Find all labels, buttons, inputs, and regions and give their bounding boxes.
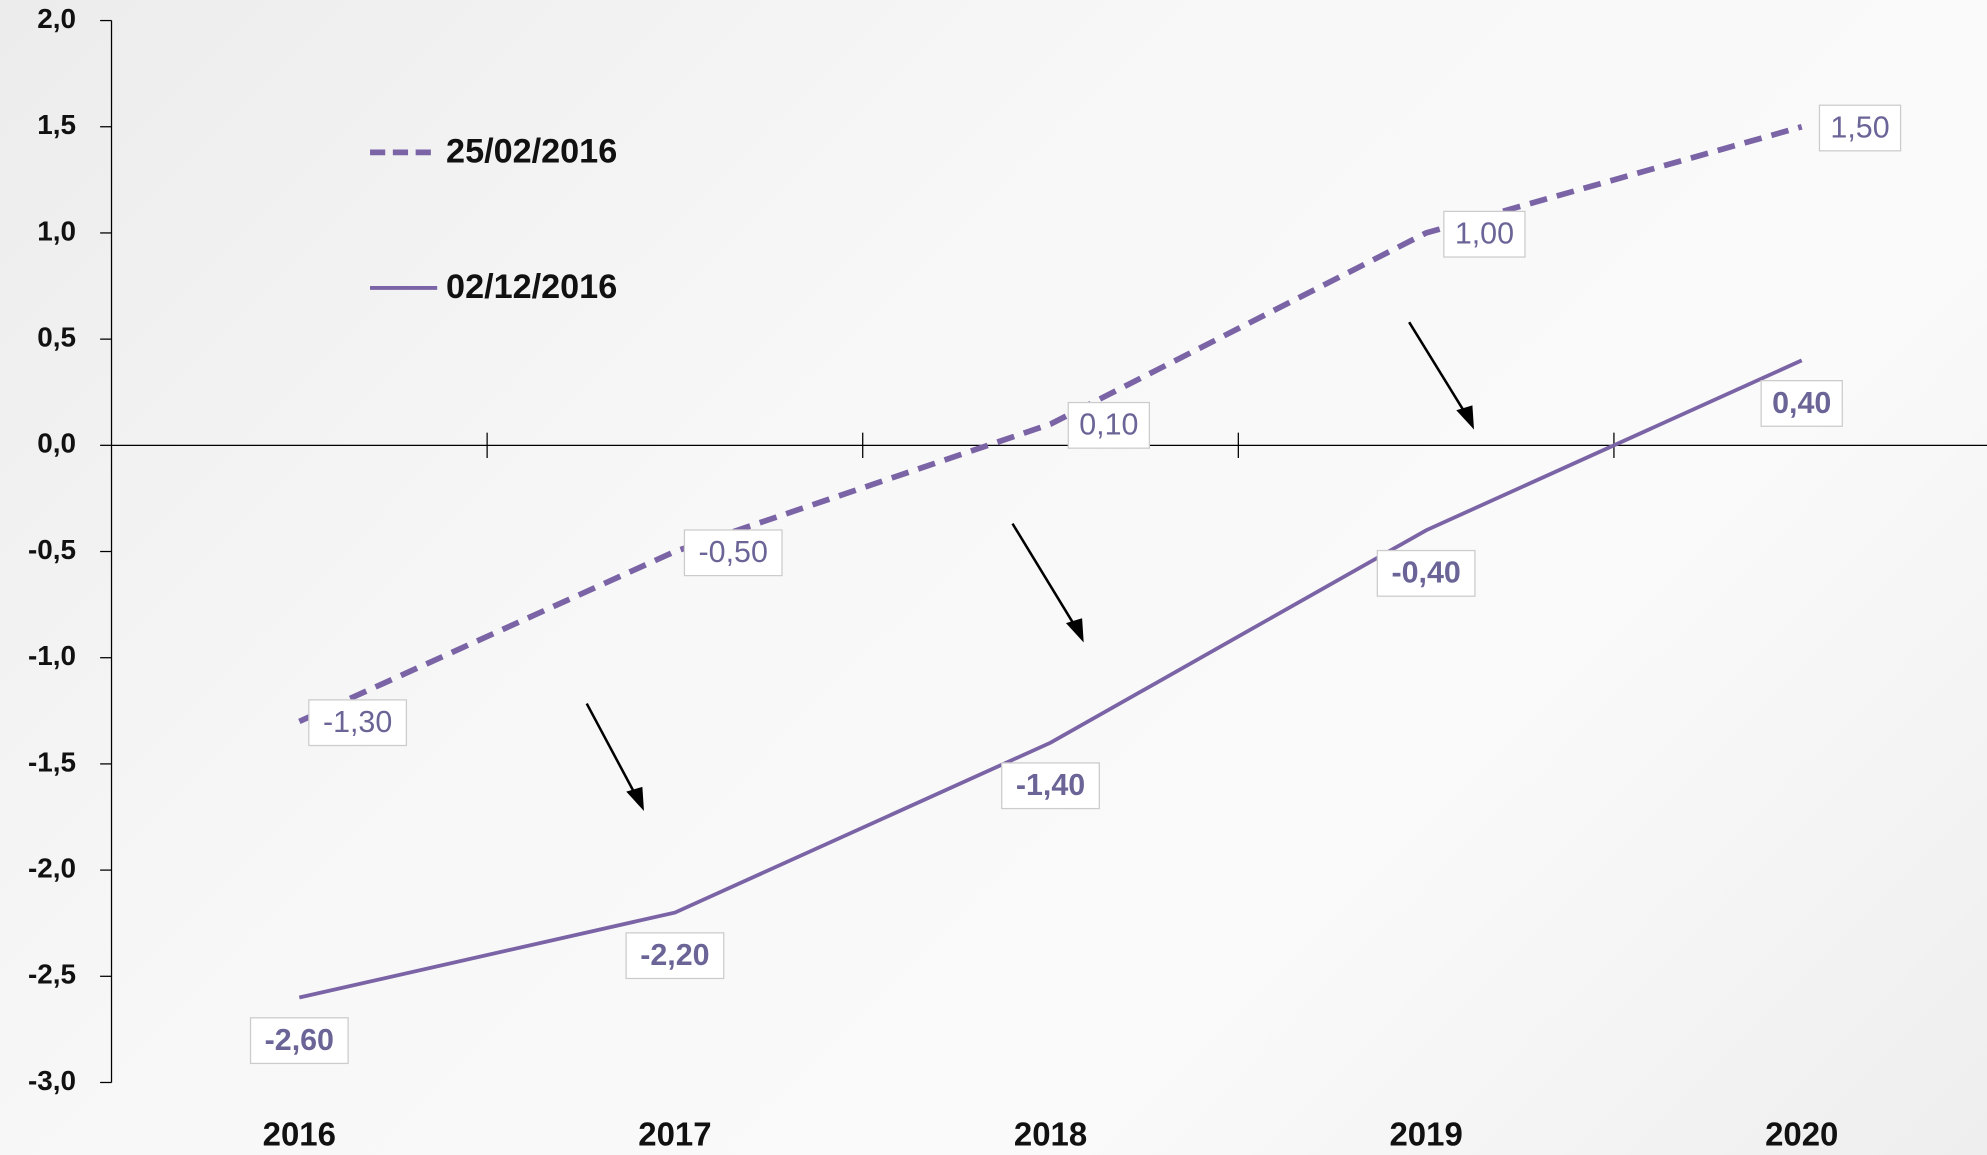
arrow xyxy=(585,702,638,797)
data-label-box xyxy=(683,529,783,577)
legend-label: 02/12/2016 xyxy=(446,268,617,306)
x-tick-label: 2016 xyxy=(263,1116,336,1153)
data-label: 0,40 xyxy=(1772,386,1831,420)
y-tick-label: 1,5 xyxy=(37,109,76,140)
series-line xyxy=(298,124,1803,725)
y-tick-label: -2,5 xyxy=(28,959,76,990)
y-tick-label: -0,5 xyxy=(28,534,76,565)
arrows xyxy=(585,321,1475,812)
y-tick-label: -2,0 xyxy=(28,852,76,883)
y-tick-label: -3,0 xyxy=(28,1065,76,1096)
y-tick-label: 2,0 xyxy=(37,3,76,34)
y-tick-label: 1,0 xyxy=(37,215,76,246)
data-label: 0,10 xyxy=(1079,408,1138,442)
data-label: -1,40 xyxy=(1016,768,1085,802)
arrow xyxy=(1408,321,1468,416)
arrow-head xyxy=(1065,618,1084,643)
data-label-box xyxy=(249,1017,349,1065)
x-tick-label: 2019 xyxy=(1389,1116,1462,1153)
arrow-head xyxy=(1456,405,1475,430)
data-label: 1,50 xyxy=(1830,110,1889,144)
data-label-box xyxy=(1067,401,1151,449)
data-label-box xyxy=(1443,210,1526,258)
arrow-head xyxy=(626,786,644,812)
data-label-box xyxy=(308,699,408,747)
y-tick-label: 0,5 xyxy=(37,321,76,352)
x-tick-label: 2020 xyxy=(1765,1116,1838,1153)
y-tick-label: -1,0 xyxy=(28,640,76,671)
data-label-box xyxy=(1760,380,1843,427)
data-label: -0,50 xyxy=(699,535,768,569)
data-label-box xyxy=(625,932,725,980)
data-label: -0,40 xyxy=(1391,556,1460,590)
data-label: -2,20 xyxy=(640,938,709,972)
x-tick-label: 2017 xyxy=(638,1116,711,1153)
data-label: -2,60 xyxy=(265,1023,334,1057)
data-label-box xyxy=(1376,549,1476,597)
y-tick-label: 0,0 xyxy=(37,428,76,459)
data-label-box xyxy=(1001,762,1100,810)
arrow xyxy=(1011,522,1077,629)
legend-label: 25/02/2016 xyxy=(446,133,617,171)
series-line xyxy=(298,358,1803,1000)
data-label: 1,00 xyxy=(1455,217,1514,251)
data-label-box xyxy=(1818,104,1902,152)
data-label: -1,30 xyxy=(323,705,392,739)
y-tick-label: -1,5 xyxy=(28,746,76,777)
x-tick-label: 2018 xyxy=(1014,1116,1087,1153)
